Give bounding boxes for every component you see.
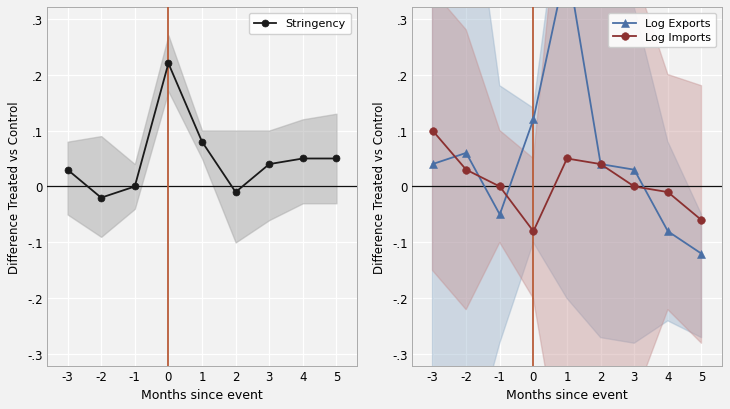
Log Exports — [462, 151, 471, 156]
Legend: Stringency: Stringency — [249, 14, 351, 35]
Log Imports — [596, 162, 605, 167]
Stringency — [164, 62, 173, 67]
X-axis label: Months since event: Months since event — [506, 388, 628, 401]
Stringency — [332, 157, 341, 162]
Stringency — [265, 162, 274, 167]
Log Imports — [462, 168, 471, 173]
Stringency — [231, 190, 240, 195]
Stringency — [131, 184, 139, 189]
Stringency — [97, 196, 106, 201]
Y-axis label: Difference Treated vs Control: Difference Treated vs Control — [8, 101, 21, 273]
X-axis label: Months since event: Months since event — [141, 388, 263, 401]
Log Imports — [429, 129, 437, 134]
Log Exports — [529, 117, 538, 122]
Line: Stringency: Stringency — [64, 61, 340, 202]
Log Imports — [496, 184, 504, 189]
Log Imports — [529, 229, 538, 234]
Y-axis label: Difference Treated vs Control: Difference Treated vs Control — [373, 101, 386, 273]
Line: Log Imports: Log Imports — [429, 127, 705, 236]
Log Exports — [630, 168, 639, 173]
Log Imports — [697, 218, 706, 223]
Log Imports — [563, 157, 572, 162]
Log Imports — [664, 190, 672, 195]
Legend: Log Exports, Log Imports: Log Exports, Log Imports — [608, 14, 716, 48]
Line: Log Exports: Log Exports — [429, 0, 705, 258]
Log Exports — [596, 162, 605, 167]
Log Exports — [496, 213, 504, 218]
Log Exports — [429, 162, 437, 167]
Log Exports — [697, 252, 706, 256]
Stringency — [198, 140, 207, 145]
Log Exports — [664, 229, 672, 234]
Stringency — [64, 168, 72, 173]
Stringency — [299, 157, 307, 162]
Log Imports — [630, 184, 639, 189]
